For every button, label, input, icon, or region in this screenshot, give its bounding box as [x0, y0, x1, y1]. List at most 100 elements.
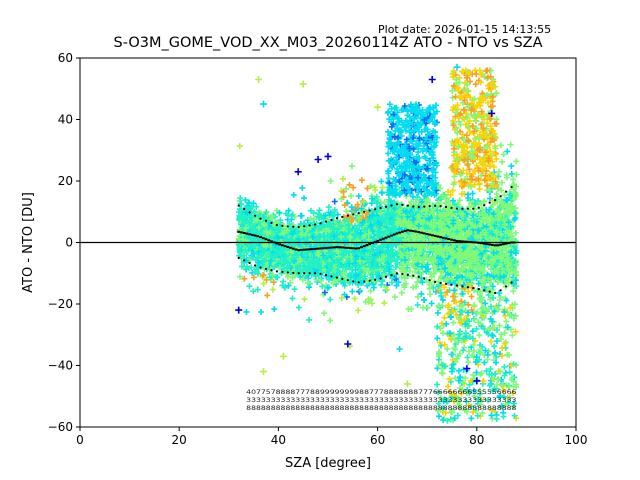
scatter-point: [306, 316, 313, 323]
scatter-point: [396, 346, 403, 352]
scatter-point: [327, 178, 334, 184]
scatter-point: [445, 188, 452, 195]
scatter-point: [241, 275, 248, 282]
scatter-point: [442, 292, 449, 298]
scatter-point: [280, 278, 287, 285]
scatter-point: [465, 191, 471, 198]
scatter-point: [306, 284, 312, 291]
scatter-point: [498, 187, 505, 194]
scatter-point: [497, 142, 504, 149]
scatter-point: [254, 286, 261, 293]
scatter-point: [367, 288, 374, 294]
scatter-point: [427, 291, 434, 298]
scatter-point: [279, 282, 286, 289]
scatter-point: [499, 158, 506, 165]
scatter-point: [298, 212, 305, 219]
scatter-point: [371, 184, 378, 191]
scatter-point: [273, 274, 279, 281]
scatter-point: [242, 197, 249, 203]
chart-title: S-O3M_GOME_VOD_XX_M03_20260114Z ATO - NT…: [113, 35, 543, 51]
scatter-point: [494, 338, 500, 344]
scatter-point: [269, 286, 276, 293]
scatter-point: [334, 211, 341, 218]
scatter-point: [381, 299, 388, 306]
scatter-point: [325, 204, 332, 211]
scatter-point: [450, 197, 456, 204]
scatter-point: [301, 296, 308, 303]
scatter-point: [356, 288, 363, 295]
scatter-point: [349, 163, 355, 170]
scatter-point: [327, 317, 334, 324]
scatter-point: [459, 290, 466, 297]
scatter-point: [368, 300, 375, 307]
scatter-point: [325, 276, 332, 283]
scatter-point: [367, 183, 374, 190]
scatter-point: [349, 288, 356, 295]
scatter-point: [378, 281, 385, 288]
scatter-point: [355, 307, 362, 314]
scatter-point: [355, 193, 362, 200]
scatter-point: [379, 184, 386, 191]
scatter-point: [450, 293, 457, 300]
scatter-point: [513, 171, 520, 178]
scatter-point: [430, 284, 437, 291]
scatter-point: [510, 176, 517, 183]
scatter-point: [295, 304, 302, 311]
scatter-point: [316, 207, 323, 214]
scatter-point: [343, 208, 350, 215]
scatter-point: [500, 151, 507, 158]
scatter-point: [507, 141, 514, 148]
scatter-point: [479, 258, 486, 265]
scatter-point: [339, 175, 346, 182]
scatter-point: [250, 288, 257, 295]
scatter-point: [469, 190, 476, 197]
scatter-point: [513, 158, 520, 165]
scatter-point: [421, 296, 428, 303]
scatter-point: [327, 296, 334, 303]
scatter-point: [301, 195, 307, 202]
scatter-point: [236, 143, 243, 150]
scatter-point: [447, 192, 454, 198]
scatter-point: [468, 293, 475, 300]
scatter-point: [379, 277, 386, 283]
scatter-point: [357, 287, 364, 294]
scatter-point: [324, 284, 331, 291]
scatter-point: [481, 268, 488, 274]
scatter-point: [289, 295, 296, 302]
scatter-point: [330, 279, 337, 286]
scatter-point: [246, 283, 253, 290]
scatter-point: [348, 192, 354, 199]
scatter-point: [512, 277, 519, 284]
scatter-point: [331, 198, 338, 205]
scatter-point: [414, 301, 421, 308]
scatter-point: [388, 257, 395, 264]
scatter-point: [504, 148, 511, 155]
scatter-point: [364, 185, 371, 192]
scatter-point: [419, 279, 426, 286]
scatter-point: [299, 184, 306, 191]
scatter-point: [486, 206, 493, 213]
scatter-point: [428, 300, 435, 307]
plot-date: Plot date: 2026-01-15 14:13:55: [378, 23, 552, 36]
scatter-point: [475, 280, 482, 287]
scatter-point: [437, 185, 444, 192]
scatter-point: [348, 270, 355, 277]
scatter-point: [321, 289, 328, 296]
scatter-point: [508, 163, 515, 170]
scatter-point: [351, 295, 358, 302]
scatter-point: [264, 292, 271, 299]
scatter-point: [381, 199, 388, 205]
scatter-point: [485, 292, 492, 298]
scatter-point: [258, 309, 265, 315]
scatter-point: [321, 310, 328, 317]
scatter-point: [271, 306, 278, 313]
scatter-point: [243, 308, 250, 315]
scatter-point: [424, 304, 431, 311]
scatter-point: [398, 289, 405, 296]
scatter-point: [290, 191, 297, 198]
scatter-point: [391, 294, 398, 301]
scatter-point: [512, 229, 519, 236]
scatter-point: [260, 280, 267, 287]
scatter-point: [319, 283, 326, 290]
